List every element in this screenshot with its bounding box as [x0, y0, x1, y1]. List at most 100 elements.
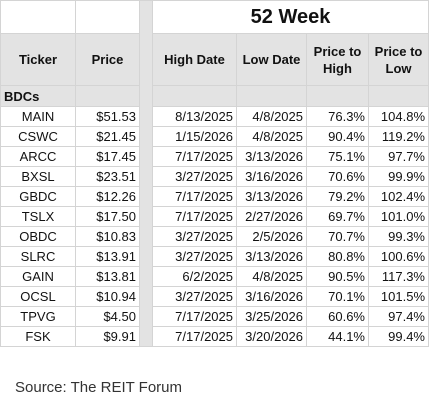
cell-price-to-high[interactable]: 90.4%: [306, 126, 369, 147]
cell-price-to-high[interactable]: 60.6%: [306, 306, 369, 327]
cell-price[interactable]: $10.94: [75, 286, 140, 307]
cell-price[interactable]: $13.91: [75, 246, 140, 267]
section-cell[interactable]: [236, 85, 307, 107]
cell-price-to-high[interactable]: 69.7%: [306, 206, 369, 227]
cell-price-to-low[interactable]: 104.8%: [368, 106, 429, 127]
cell-ticker[interactable]: GBDC: [0, 186, 76, 207]
cell-ticker[interactable]: ARCC: [0, 146, 76, 167]
cell-price[interactable]: $17.45: [75, 146, 140, 167]
header-ticker[interactable]: Ticker: [0, 33, 76, 86]
table-title: 52 Week: [152, 0, 429, 34]
cell-ticker[interactable]: TPVG: [0, 306, 76, 327]
section-label[interactable]: BDCs: [0, 85, 76, 107]
table-row: MAIN $51.53 8/13/2025 4/8/2025 76.3% 104.8%: [0, 106, 429, 127]
header-high-date[interactable]: High Date: [152, 33, 237, 86]
cell-low-date[interactable]: 3/13/2026: [236, 146, 307, 167]
cell-low-date[interactable]: 3/13/2026: [236, 186, 307, 207]
cell-price-to-low[interactable]: 101.0%: [368, 206, 429, 227]
table-row: GAIN $13.81 6/2/2025 4/8/2025 90.5% 117.3%: [0, 266, 429, 287]
cell-low-date[interactable]: 3/25/2026: [236, 306, 307, 327]
cell-ticker[interactable]: SLRC: [0, 246, 76, 267]
cell-price-to-high[interactable]: 90.5%: [306, 266, 369, 287]
cell-price[interactable]: $4.50: [75, 306, 140, 327]
cell-high-date[interactable]: 1/15/2026: [152, 126, 237, 147]
cell-high-date[interactable]: 3/27/2025: [152, 286, 237, 307]
table-row: TPVG $4.50 7/17/2025 3/25/2026 60.6% 97.4%: [0, 306, 429, 327]
cell-price-to-high[interactable]: 70.1%: [306, 286, 369, 307]
cell-high-date[interactable]: 8/13/2025: [152, 106, 237, 127]
header-price[interactable]: Price: [75, 33, 140, 86]
cell-price-to-low[interactable]: 117.3%: [368, 266, 429, 287]
cell-ticker[interactable]: OCSL: [0, 286, 76, 307]
cell-price[interactable]: $17.50: [75, 206, 140, 227]
title-cell-price[interactable]: [75, 0, 140, 34]
cell-price-to-low[interactable]: 99.3%: [368, 226, 429, 247]
cell-price[interactable]: $51.53: [75, 106, 140, 127]
cell-price-to-low[interactable]: 102.4%: [368, 186, 429, 207]
table-row: BXSL $23.51 3/27/2025 3/16/2026 70.6% 99.9%: [0, 166, 429, 187]
cell-low-date[interactable]: 2/27/2026: [236, 206, 307, 227]
source-caption: Source: The REIT Forum: [15, 379, 183, 396]
cell-price-to-low[interactable]: 101.5%: [368, 286, 429, 307]
section-cell[interactable]: [368, 85, 429, 107]
table-row: ARCC $17.45 7/17/2025 3/13/2026 75.1% 97.7%: [0, 146, 429, 167]
cell-high-date[interactable]: 7/17/2025: [152, 206, 237, 227]
cell-high-date[interactable]: 6/2/2025: [152, 266, 237, 287]
cell-low-date[interactable]: 3/20/2026: [236, 326, 307, 347]
cell-low-date[interactable]: 3/16/2026: [236, 286, 307, 307]
cell-high-date[interactable]: 7/17/2025: [152, 186, 237, 207]
header-price-to-high[interactable]: Price to High: [306, 33, 369, 86]
cell-low-date[interactable]: 2/5/2026: [236, 226, 307, 247]
header-row: Ticker Price High Date Low Date Price to…: [0, 33, 429, 86]
frozen-column-divider[interactable]: [139, 0, 153, 347]
cell-low-date[interactable]: 4/8/2025: [236, 106, 307, 127]
cell-price-to-high[interactable]: 70.7%: [306, 226, 369, 247]
cell-price-to-low[interactable]: 119.2%: [368, 126, 429, 147]
cell-low-date[interactable]: 4/8/2025: [236, 266, 307, 287]
section-cell[interactable]: [75, 85, 140, 107]
cell-high-date[interactable]: 3/27/2025: [152, 166, 237, 187]
cell-low-date[interactable]: 4/8/2025: [236, 126, 307, 147]
cell-high-date[interactable]: 7/17/2025: [152, 326, 237, 347]
section-row: BDCs: [0, 85, 429, 107]
cell-price[interactable]: $10.83: [75, 226, 140, 247]
cell-ticker[interactable]: MAIN: [0, 106, 76, 127]
cell-price-to-high[interactable]: 79.2%: [306, 186, 369, 207]
cell-price-to-low[interactable]: 100.6%: [368, 246, 429, 267]
cell-ticker[interactable]: BXSL: [0, 166, 76, 187]
cell-price-to-high[interactable]: 80.8%: [306, 246, 369, 267]
header-low-date[interactable]: Low Date: [236, 33, 307, 86]
table-row: FSK $9.91 7/17/2025 3/20/2026 44.1% 99.4%: [0, 326, 429, 347]
section-cell[interactable]: [152, 85, 237, 107]
cell-price-to-high[interactable]: 75.1%: [306, 146, 369, 167]
cell-price-to-high[interactable]: 70.6%: [306, 166, 369, 187]
cell-ticker[interactable]: FSK: [0, 326, 76, 347]
cell-price[interactable]: $9.91: [75, 326, 140, 347]
cell-price[interactable]: $13.81: [75, 266, 140, 287]
cell-price-to-low[interactable]: 99.4%: [368, 326, 429, 347]
cell-ticker[interactable]: GAIN: [0, 266, 76, 287]
table-row: TSLX $17.50 7/17/2025 2/27/2026 69.7% 101.0%: [0, 206, 429, 227]
table-row: OBDC $10.83 3/27/2025 2/5/2026 70.7% 99.3%: [0, 226, 429, 247]
spreadsheet-table: 52 Week Ticker Price High Date Low Date …: [0, 0, 429, 347]
title-cell-ticker[interactable]: [0, 0, 76, 34]
cell-price-to-low[interactable]: 97.4%: [368, 306, 429, 327]
cell-high-date[interactable]: 3/27/2025: [152, 226, 237, 247]
cell-price-to-high[interactable]: 44.1%: [306, 326, 369, 347]
section-cell[interactable]: [306, 85, 369, 107]
cell-high-date[interactable]: 3/27/2025: [152, 246, 237, 267]
cell-high-date[interactable]: 7/17/2025: [152, 146, 237, 167]
cell-ticker[interactable]: CSWC: [0, 126, 76, 147]
cell-price-to-high[interactable]: 76.3%: [306, 106, 369, 127]
cell-ticker[interactable]: TSLX: [0, 206, 76, 227]
cell-price-to-low[interactable]: 99.9%: [368, 166, 429, 187]
cell-price[interactable]: $21.45: [75, 126, 140, 147]
cell-price-to-low[interactable]: 97.7%: [368, 146, 429, 167]
cell-low-date[interactable]: 3/13/2026: [236, 246, 307, 267]
header-price-to-low[interactable]: Price to Low: [368, 33, 429, 86]
cell-price[interactable]: $23.51: [75, 166, 140, 187]
cell-ticker[interactable]: OBDC: [0, 226, 76, 247]
cell-high-date[interactable]: 7/17/2025: [152, 306, 237, 327]
cell-price[interactable]: $12.26: [75, 186, 140, 207]
cell-low-date[interactable]: 3/16/2026: [236, 166, 307, 187]
